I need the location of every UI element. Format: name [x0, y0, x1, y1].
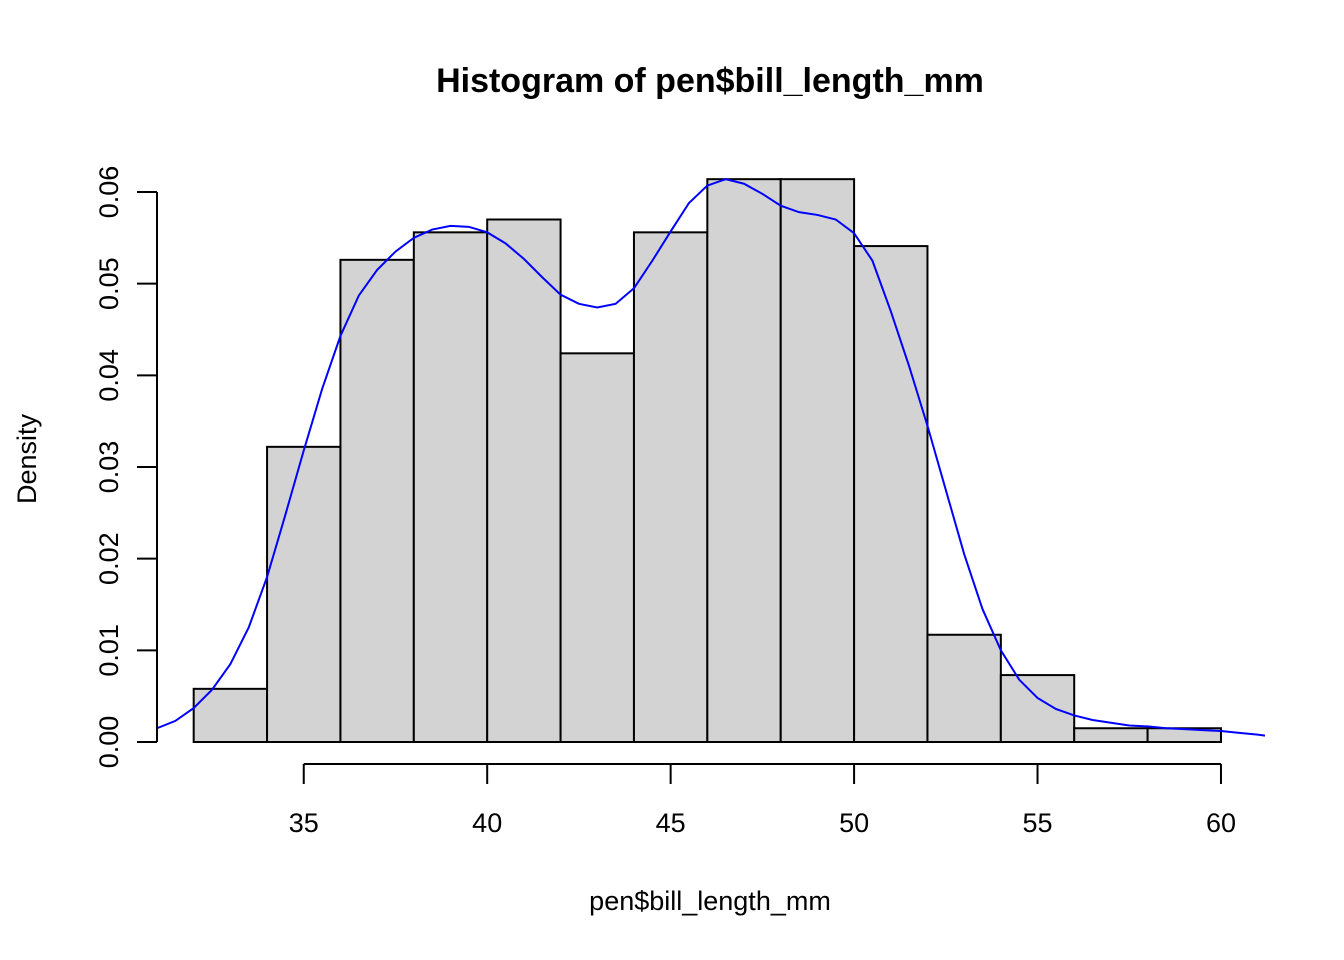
y-tick-label: 0.00 — [94, 716, 124, 769]
y-tick-label: 0.02 — [94, 532, 124, 585]
y-tick-label: 0.05 — [94, 257, 124, 310]
y-tick-label: 0.06 — [94, 166, 124, 219]
y-tick-label: 0.01 — [94, 624, 124, 677]
histogram-bar — [412, 231, 489, 743]
histogram-bar — [926, 633, 1002, 743]
x-tick-label: 55 — [1023, 808, 1053, 838]
histogram-bar — [999, 674, 1076, 743]
histogram-bars — [192, 178, 1222, 743]
y-tick-label: 0.04 — [94, 349, 124, 402]
x-tick-label: 45 — [656, 808, 686, 838]
histogram-bar — [632, 231, 709, 743]
histogram-bar — [853, 245, 929, 743]
histogram-bar — [486, 218, 562, 743]
x-axis-label: pen$bill_length_mm — [589, 886, 831, 916]
y-tick-label: 0.03 — [94, 441, 124, 494]
histogram-bar — [779, 178, 856, 743]
x-tick-label: 50 — [839, 808, 869, 838]
histogram-bar — [266, 445, 342, 743]
x-tick-label: 40 — [472, 808, 502, 838]
histogram-bar — [192, 687, 269, 743]
histogram-bar — [1073, 727, 1149, 743]
x-tick-label: 35 — [289, 808, 319, 838]
x-tick-label: 60 — [1206, 808, 1236, 838]
y-axis: 0.00 0.01 0.02 0.03 0.04 0.05 0.06 — [94, 166, 158, 769]
y-axis-label: Density — [12, 413, 42, 504]
chart-title: Histogram of pen$bill_length_mm — [436, 62, 984, 100]
histogram-bar — [559, 352, 635, 743]
x-axis: 35 40 45 50 55 60 — [289, 763, 1236, 838]
density-curve — [156, 178, 1266, 737]
histogram-bar — [706, 178, 782, 743]
histogram-bar — [339, 258, 415, 743]
